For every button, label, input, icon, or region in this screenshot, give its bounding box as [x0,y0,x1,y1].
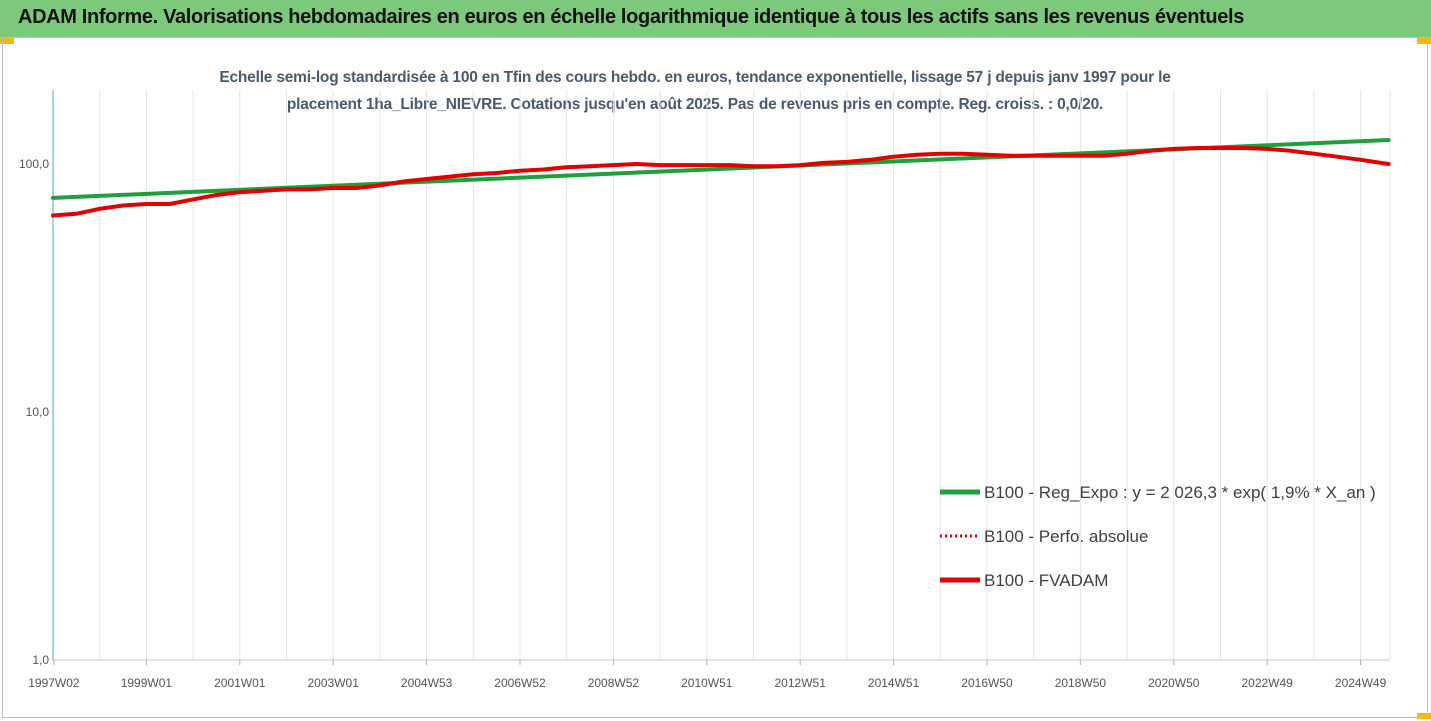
x-tick-label: 2022W49 [1241,676,1293,690]
chart-subtitle: placement 1ha_Libre_NIEVRE. Cotations ju… [286,96,1104,113]
x-tick-label: 2004W53 [401,676,453,690]
report-header: ADAM Informe. Valorisations hebdomadaire… [0,0,1431,37]
x-tick-label: 2018W50 [1055,676,1107,690]
chart-frame [2,37,1428,718]
corner-marker-bottom-right [1417,713,1431,719]
x-tick-label: 2024W49 [1335,676,1387,690]
legend-label: B100 - Perfo. absolue [984,527,1148,546]
legend-layer: B100 - Reg_Expo : y = 2 026,3 * exp( 1,9… [940,483,1376,590]
chart-title-block: Echelle semi-log standardisée à 100 en T… [60,64,1330,118]
x-tick-label: 2006W52 [494,676,546,690]
x-tick-label: 1999W01 [121,676,173,690]
legend-label: B100 - Reg_Expo : y = 2 026,3 * exp( 1,9… [984,483,1376,502]
x-tick-label: 2020W50 [1148,676,1200,690]
legend-label: B100 - FVADAM [984,571,1108,590]
x-tick-label: 2016W50 [961,676,1013,690]
corner-marker-left [0,37,14,44]
grid-layer [99,90,1391,660]
chart-title: Echelle semi-log standardisée à 100 en T… [219,69,1171,86]
x-tick-label: 2010W51 [681,676,733,690]
x-tick-label: 2008W52 [588,676,640,690]
x-tick-label: 2014W51 [868,676,920,690]
report-title: ADAM Informe. Valorisations hebdomadaire… [18,6,1244,28]
corner-marker-right [1417,37,1431,44]
series-line-2 [51,146,1391,218]
axis-layer: 100,0 10,0 1,0 1997W02 1999W01 2001W01 2003W01… [19,90,1390,690]
y-tick-label: 100,0 [19,157,49,171]
y-tick-label: 10,0 [26,405,50,419]
series-layer [51,138,1391,218]
x-tick-label: 2003W01 [308,676,360,690]
y-tick-label: 1,0 [32,653,49,667]
x-tick-label: 1997W02 [28,676,80,690]
x-tick-label: 2001W01 [214,676,266,690]
x-tick-label: 2012W51 [775,676,827,690]
